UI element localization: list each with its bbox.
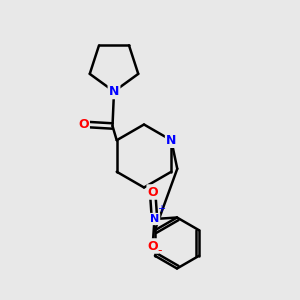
Text: N: N	[150, 214, 159, 224]
Text: -: -	[158, 244, 162, 257]
Text: N: N	[109, 85, 119, 98]
Text: O: O	[148, 185, 158, 199]
Text: +: +	[157, 204, 165, 214]
Text: O: O	[78, 118, 89, 131]
Text: O: O	[148, 239, 158, 253]
Text: N: N	[166, 134, 176, 147]
